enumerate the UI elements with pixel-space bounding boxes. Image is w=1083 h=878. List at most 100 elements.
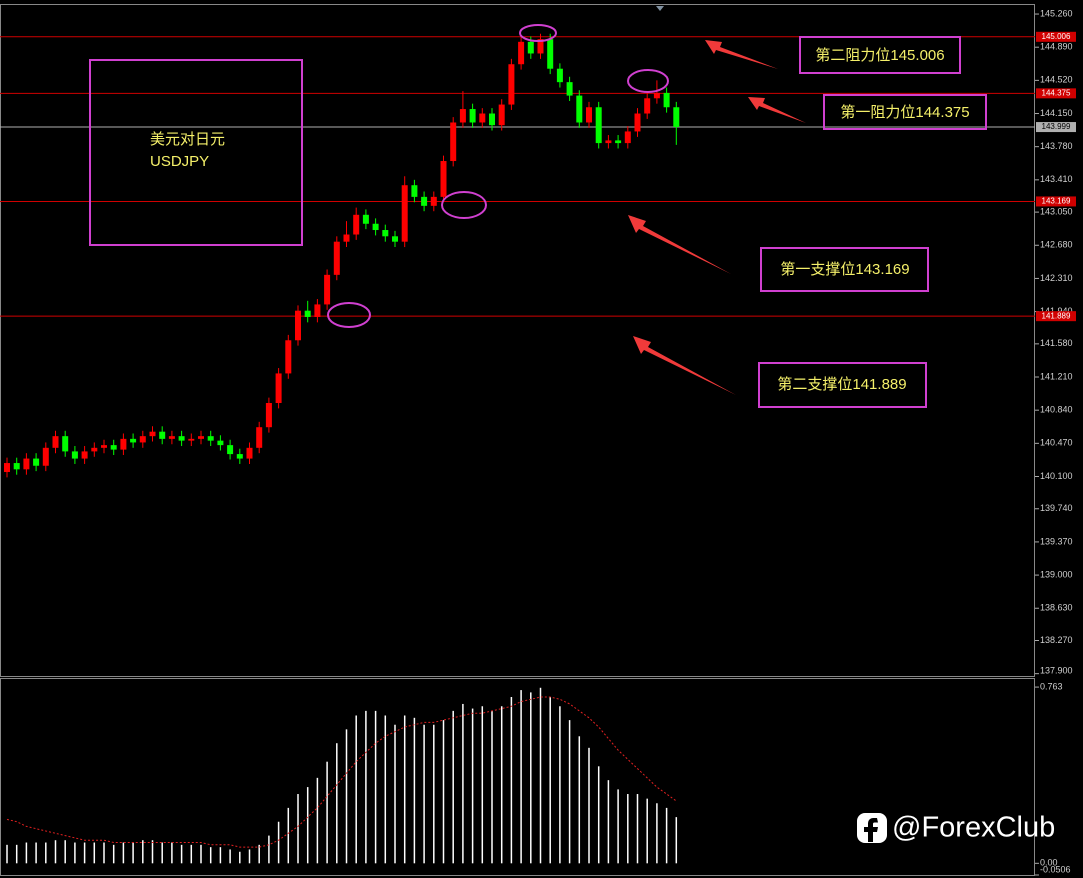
y-tick-label: 143.410 [1040,174,1073,184]
candle-body [52,436,59,448]
histogram-bar [277,821,280,864]
histogram-bar [132,842,134,864]
label-box [799,36,961,74]
histogram-bar [161,842,163,864]
candle-body [430,196,437,206]
candle-body [285,340,292,374]
histogram-bar [306,787,309,864]
highlight-ellipse [627,69,669,93]
histogram-bar [326,761,328,864]
candle-body [324,274,331,305]
highlight-ellipse [519,24,557,42]
histogram-bar [151,840,154,864]
candle-body [188,438,195,441]
candle-body [576,95,583,123]
histogram-bar [491,710,493,864]
candle-body [217,440,224,446]
histogram-bar [25,842,28,864]
histogram-bar [258,844,260,864]
arrows [628,40,806,395]
histogram-bar [588,747,590,864]
level-tag [1036,196,1076,207]
histogram-bar [403,715,406,864]
candle-body [333,241,340,275]
label-box [823,94,987,130]
candle-body [586,107,592,123]
histogram-bar [471,708,474,864]
histogram-bar [636,794,639,864]
histogram-bar [549,697,551,864]
y-tick-label: 140.470 [1040,438,1073,448]
candle-body [246,447,253,459]
y-tick-label: 144.520 [1040,75,1073,85]
histogram-bar [268,835,270,864]
annotation: 第二阻力位145.006 [815,46,944,64]
annotation: 第一支撑位143.169 [780,260,909,278]
candle-body [362,214,369,224]
level-tag [1036,311,1076,322]
candle-body [644,98,651,114]
histogram-bar [74,842,76,864]
candle-body [178,436,185,441]
candle-body [459,109,466,123]
level-label: 144.375 [1042,88,1071,97]
candle-body [314,304,321,317]
histogram-bar [336,743,338,864]
arrow [705,40,778,69]
candle-body [4,463,10,473]
histogram-bar [394,724,396,864]
y-tick-label: 144.890 [1040,42,1073,52]
shift-marker [656,6,664,11]
level-tag [1036,122,1076,133]
candle-body [275,373,282,404]
histogram-bar [374,710,377,864]
histogram-bar [180,844,183,864]
histogram-bar [568,720,571,864]
histogram-bar [64,840,66,864]
y-tick-label: 142.680 [1040,240,1073,250]
y-tick-label: 141.210 [1040,371,1073,381]
candle-body [508,64,515,105]
candle-body [663,92,670,108]
candle-body [673,107,680,127]
histogram-bar [510,697,513,864]
y-tick-label: 145.260 [1040,8,1073,18]
histogram-bar [539,687,542,864]
candle-body [518,41,525,65]
level-label: 143.999 [1042,122,1071,131]
histogram-bar [675,817,678,864]
y-tick-label: 0.763 [1040,681,1063,691]
histogram-bar [665,807,668,864]
candle-body [353,214,360,235]
histogram-bar [481,706,484,864]
highlight-ellipse [441,191,487,219]
histogram-bar [54,840,57,864]
histogram-bar [530,692,532,864]
histogram-bar [171,842,173,864]
candle-body [566,82,573,96]
histogram-bar [384,715,387,864]
level-label: 143.169 [1042,197,1071,206]
candle-body [527,41,534,54]
label-box [758,362,927,408]
arrow [633,336,736,395]
candle-body [469,109,476,123]
candle-body [198,436,204,439]
histogram-bar [559,706,561,864]
histogram-bar [248,849,251,864]
histogram-bar [15,844,18,864]
candle-body [101,445,107,448]
histogram-bar [433,724,435,864]
arrow [628,215,731,274]
level-label: 141.889 [1042,311,1071,320]
candle-body [372,223,379,231]
watermark-icon [857,813,887,843]
histogram-bar [122,842,125,864]
histogram-bar [500,706,503,864]
histogram-bar [578,736,581,864]
level-tag [1036,88,1076,99]
candle-body [62,436,69,452]
candle-body [450,122,457,162]
candle-body [489,113,495,126]
watermark: @ForexClub [892,812,1055,844]
